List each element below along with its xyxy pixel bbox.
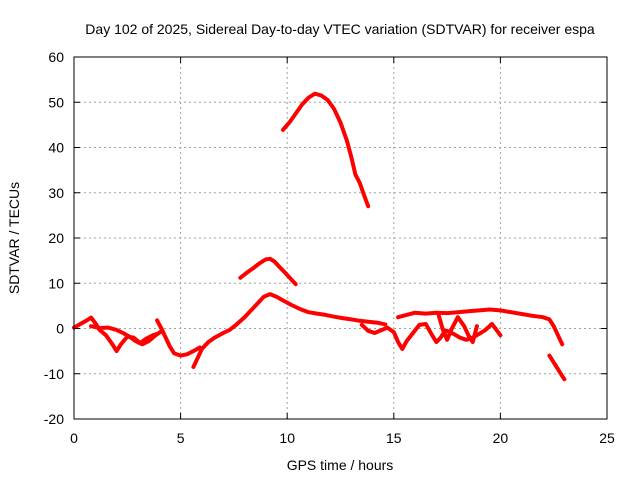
x-tick-label: 15 <box>386 430 402 446</box>
y-tick-label: 40 <box>48 140 64 156</box>
series-group <box>72 91 567 382</box>
x-axis-label: GPS time / hours <box>287 457 394 473</box>
x-tick-label: 0 <box>70 430 78 446</box>
y-axis-label: SDTVAR / TECUs <box>6 182 22 294</box>
series-arc-rise <box>191 292 388 369</box>
y-tick-label: 30 <box>48 185 64 201</box>
y-tick-label: -20 <box>44 411 64 427</box>
ticks: 0 5 10 15 20 25 -20 -10 0 10 20 30 40 50 60 <box>44 49 615 446</box>
y-tick-label: 0 <box>56 321 64 337</box>
x-tick-label: 20 <box>493 430 509 446</box>
series-arc-baseline-b <box>89 324 164 347</box>
x-tick-label: 25 <box>599 430 615 446</box>
series-arc-late-a <box>396 307 565 347</box>
series-arc-dip <box>155 318 202 358</box>
y-tick-label: 20 <box>48 230 64 246</box>
grid <box>74 57 607 419</box>
series-arc-mid <box>359 322 447 351</box>
series-arc-end <box>547 353 567 382</box>
y-tick-label: -10 <box>44 366 64 382</box>
series-arc-hump <box>238 256 298 287</box>
chart-title: Day 102 of 2025, Sidereal Day-to-day VTE… <box>85 21 595 37</box>
y-tick-label: 60 <box>48 49 64 65</box>
x-tick-label: 10 <box>279 430 295 446</box>
series-arc-peak <box>280 91 371 209</box>
series-arc-late-c <box>436 312 479 345</box>
x-tick-label: 5 <box>177 430 185 446</box>
y-tick-label: 10 <box>48 275 64 291</box>
series-arc-baseline-a <box>72 315 160 354</box>
y-tick-label: 50 <box>48 94 64 110</box>
